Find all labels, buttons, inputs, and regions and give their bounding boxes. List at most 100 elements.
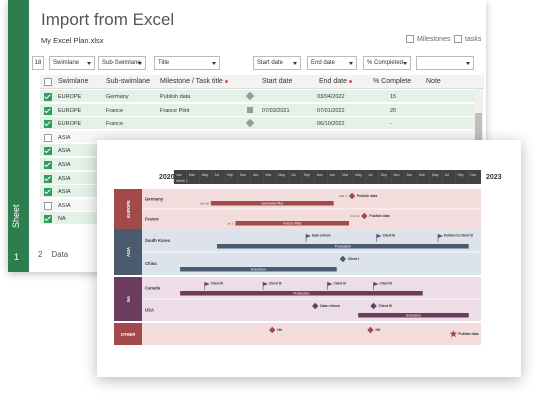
- month-tick-label: Mar: [419, 173, 426, 177]
- row-checkbox[interactable]: [44, 120, 52, 129]
- task-bar-label: France Pilot: [283, 221, 301, 225]
- task-bar: [180, 267, 337, 272]
- swimlane-name: OTHER: [121, 332, 136, 337]
- month-tick-label: Sep: [227, 173, 233, 177]
- flag-label: Client III: [380, 282, 393, 286]
- task-bar: [216, 244, 469, 249]
- cell-sub: France: [106, 121, 124, 128]
- flag-marker: [263, 282, 269, 286]
- dropdown-label: % Completed: [367, 60, 404, 66]
- task-bar-label: Production: [293, 291, 309, 295]
- row-checkbox[interactable]: [44, 188, 52, 197]
- dropdown-label: Sub-Swimlane: [102, 60, 141, 66]
- milestones-checkbox[interactable]: [406, 35, 414, 43]
- select-all-checkbox[interactable]: [44, 78, 52, 86]
- month-tick-label: Sep: [381, 173, 387, 177]
- month-tick-label: May: [202, 173, 209, 177]
- cell-sub: Germany: [106, 94, 129, 100]
- scrollbar-thumb[interactable]: [475, 113, 482, 143]
- flag-marker: [204, 282, 210, 286]
- sub-swimlane-label: South Korea: [145, 238, 171, 243]
- milestone-label: Client III: [379, 304, 392, 308]
- cell-pct: 20: [390, 107, 397, 114]
- chevron-down-icon: [293, 62, 297, 65]
- sheet-label: Sheet: [11, 204, 21, 228]
- col-title-text: Milestone / Task title: [160, 78, 223, 85]
- chevron-down-icon: [138, 62, 142, 65]
- chevron-down-icon: [403, 62, 407, 65]
- row-checkbox[interactable]: [44, 161, 52, 169]
- end-year-label: 2023: [486, 174, 502, 181]
- swimlane-name: EUROPE: [126, 200, 131, 218]
- table-row[interactable]: EUROPE France 06/10/2022 -: [40, 117, 474, 131]
- month-tick-label: Jan: [253, 173, 259, 177]
- note-dropdown[interactable]: [416, 56, 474, 70]
- month-tick-label: Mar: [342, 173, 349, 177]
- tasks-label: tasks: [465, 35, 482, 43]
- row-checkbox[interactable]: [44, 174, 52, 183]
- cell-pct: -: [390, 121, 392, 128]
- row-number-box: 18: [32, 56, 44, 70]
- swimlane-background: [114, 323, 481, 345]
- sheet-tab-number[interactable]: 2: [38, 250, 43, 259]
- percent-dropdown[interactable]: % Completed: [363, 56, 411, 70]
- task-icon: [247, 106, 253, 113]
- task-date-label: Jul 3: [227, 221, 234, 225]
- star-milestone-label: Publish data: [458, 332, 478, 336]
- month-tick-label: Jan: [176, 173, 182, 177]
- milestone-label: Hit: [277, 328, 282, 332]
- cell-title: France Pilot: [160, 107, 190, 114]
- required-dot-icon: [224, 79, 228, 83]
- chevron-down-icon: [349, 62, 353, 65]
- month-tick-label: Nov: [470, 173, 476, 177]
- cell-end: 03/04/2022: [317, 94, 345, 100]
- cell-swimlane: ASIA: [58, 148, 71, 155]
- table-row[interactable]: EUROPE France France Pilot 07/03/2021 07/01/…: [40, 103, 474, 117]
- row-checkbox[interactable]: [44, 106, 52, 115]
- table-row[interactable]: EUROPE Germany Publish data 03/04/2022 15: [40, 90, 474, 103]
- month-tick-label: Nov: [240, 173, 246, 177]
- cell-pct: 15: [390, 94, 397, 100]
- dropdown-label: Title: [158, 60, 170, 66]
- cell-swimlane: EUROPE: [58, 94, 82, 100]
- flag-marker: [327, 282, 333, 286]
- flag-marker: [373, 282, 379, 286]
- cell-swimlane: NA: [58, 216, 66, 223]
- milestone-icon: [245, 118, 255, 128]
- tasks-checkbox[interactable]: [454, 35, 462, 43]
- sub-swimlane-label: Canada: [145, 286, 161, 291]
- start-date-dropdown[interactable]: Start date: [253, 56, 301, 70]
- task-bar-label: Execution: [251, 267, 266, 271]
- end-date-dropdown[interactable]: End date: [307, 56, 357, 70]
- month-tick-label: Mar: [266, 173, 273, 177]
- milestones-toggle[interactable]: Milestones: [406, 35, 450, 43]
- month-tick-label: Jul: [445, 173, 450, 177]
- row-checkbox[interactable]: [44, 201, 52, 210]
- col-note: Note: [426, 78, 441, 85]
- sub-swimlane-dropdown[interactable]: Sub-Swimlane: [98, 56, 146, 70]
- row-checkbox[interactable]: [44, 215, 52, 224]
- month-tick-label: Nov: [317, 173, 323, 177]
- flag-label: Client III: [269, 282, 282, 286]
- month-tick-label: Jul: [214, 173, 219, 177]
- sheet-strip[interactable]: Sheet 1: [8, 0, 29, 272]
- flag-label: Publish to Client III: [444, 234, 473, 238]
- row-checkbox[interactable]: [44, 147, 52, 156]
- cell-swimlane: ASIA: [58, 202, 71, 209]
- cell-end: 06/10/2022: [317, 121, 345, 128]
- tasks-toggle[interactable]: tasks: [454, 35, 481, 43]
- milestone-date-label: Mar 4: [339, 194, 347, 198]
- col-start: Start date: [262, 78, 293, 85]
- dropdown-label: Start date: [257, 60, 284, 66]
- row-checkbox[interactable]: [44, 133, 52, 142]
- required-dot-icon: [349, 79, 353, 83]
- sub-swimlane-label: Germany: [145, 197, 164, 202]
- flag-label: Client III: [334, 282, 347, 286]
- flag-marker: [376, 234, 382, 238]
- milestone-icon: [245, 91, 255, 101]
- sub-swimlane-label: China: [145, 261, 157, 266]
- sheet-tab-data[interactable]: Data: [51, 250, 69, 259]
- swimlane-dropdown[interactable]: Swimlane: [49, 56, 95, 70]
- title-dropdown[interactable]: Title: [154, 56, 220, 70]
- row-checkbox[interactable]: [44, 93, 52, 101]
